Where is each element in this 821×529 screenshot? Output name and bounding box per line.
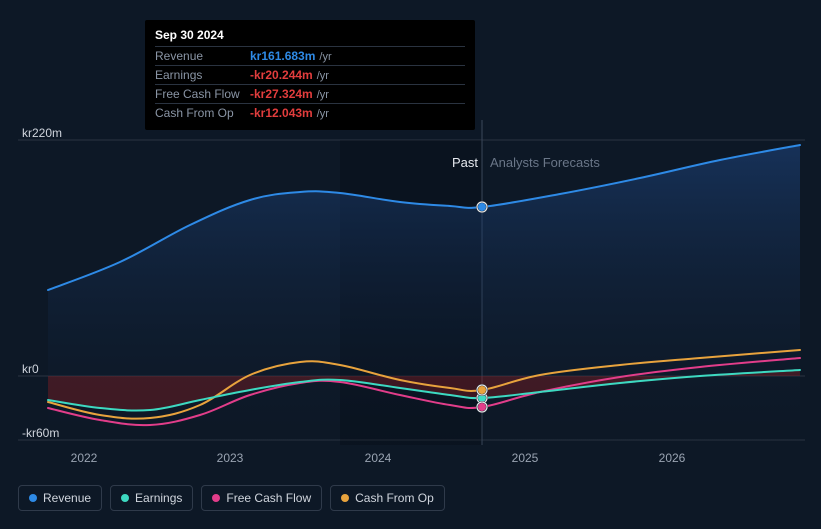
tooltip-row-earnings: Earnings -kr20.244m /yr bbox=[155, 65, 465, 84]
x-tick-4: 2026 bbox=[659, 451, 686, 465]
x-tick-0: 2022 bbox=[71, 451, 98, 465]
tooltip-label: Free Cash Flow bbox=[155, 87, 250, 101]
legend-item-earnings[interactable]: Earnings bbox=[110, 485, 193, 511]
tooltip-value: -kr27.324m bbox=[250, 87, 313, 101]
tooltip-value: -kr12.043m bbox=[250, 106, 313, 120]
legend-label: Cash From Op bbox=[355, 491, 434, 505]
y-tick-2: -kr60m bbox=[22, 426, 59, 440]
tooltip-value: -kr20.244m bbox=[250, 68, 313, 82]
legend-item-fcf[interactable]: Free Cash Flow bbox=[201, 485, 322, 511]
legend-dot-icon bbox=[341, 494, 349, 502]
tooltip-unit: /yr bbox=[319, 51, 331, 63]
legend-label: Revenue bbox=[43, 491, 91, 505]
tooltip-label: Revenue bbox=[155, 49, 250, 63]
forecast-label: Analysts Forecasts bbox=[490, 155, 600, 170]
tooltip-label: Cash From Op bbox=[155, 106, 250, 120]
financial-chart: kr220m kr0 -kr60m 2022 2023 2024 2025 20… bbox=[0, 0, 821, 524]
tooltip-unit: /yr bbox=[317, 70, 329, 82]
legend-label: Earnings bbox=[135, 491, 182, 505]
tooltip-value: kr161.683m bbox=[250, 49, 315, 63]
past-label: Past bbox=[452, 155, 478, 170]
x-tick-2: 2024 bbox=[365, 451, 392, 465]
tooltip-unit: /yr bbox=[317, 89, 329, 101]
x-tick-3: 2025 bbox=[512, 451, 539, 465]
legend-dot-icon bbox=[212, 494, 220, 502]
legend-label: Free Cash Flow bbox=[226, 491, 311, 505]
x-tick-1: 2023 bbox=[217, 451, 244, 465]
chart-legend: Revenue Earnings Free Cash Flow Cash Fro… bbox=[18, 485, 445, 511]
chart-tooltip: Sep 30 2024 Revenue kr161.683m /yr Earni… bbox=[145, 20, 475, 130]
tooltip-title: Sep 30 2024 bbox=[155, 28, 465, 46]
tooltip-row-cfo: Cash From Op -kr12.043m /yr bbox=[155, 103, 465, 122]
legend-dot-icon bbox=[29, 494, 37, 502]
y-tick-1: kr0 bbox=[22, 362, 39, 376]
y-tick-0: kr220m bbox=[22, 126, 62, 140]
legend-dot-icon bbox=[121, 494, 129, 502]
tooltip-label: Earnings bbox=[155, 68, 250, 82]
tooltip-unit: /yr bbox=[317, 108, 329, 120]
legend-item-revenue[interactable]: Revenue bbox=[18, 485, 102, 511]
legend-item-cfo[interactable]: Cash From Op bbox=[330, 485, 445, 511]
tooltip-row-revenue: Revenue kr161.683m /yr bbox=[155, 46, 465, 65]
tooltip-row-fcf: Free Cash Flow -kr27.324m /yr bbox=[155, 84, 465, 103]
